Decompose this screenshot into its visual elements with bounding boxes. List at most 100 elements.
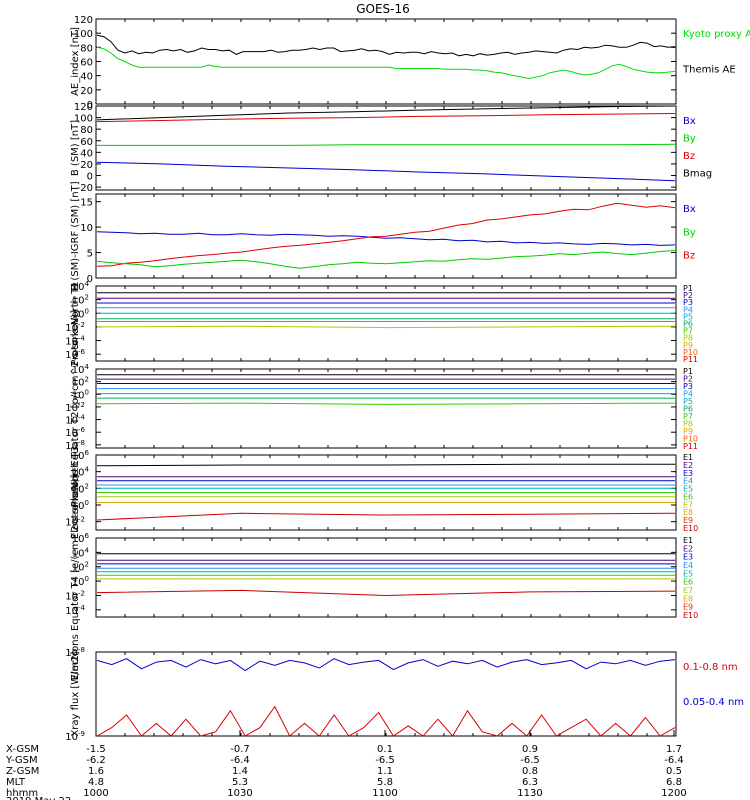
y-tick-label: 120 xyxy=(74,15,93,26)
plot-title: GOES-16 xyxy=(356,2,410,16)
series-line-bx xyxy=(96,231,676,246)
ephemeris-value: 0.5 xyxy=(666,766,682,777)
legend-label: E4 xyxy=(683,477,693,486)
series-line-by xyxy=(97,143,676,146)
series-line-bz xyxy=(96,202,676,267)
legend-label: Kyoto proxy AE xyxy=(683,29,750,40)
ephemeris-value: -6.2 xyxy=(86,755,106,766)
y-tick-label: 20 xyxy=(80,86,93,97)
legend-label: E9 xyxy=(683,603,693,612)
legend-label: P6 xyxy=(683,405,693,414)
legend-label: Bx xyxy=(683,204,696,215)
ephemeris-value: 5.3 xyxy=(232,777,248,788)
legend-label: Bx xyxy=(683,116,696,127)
series-line-by xyxy=(96,250,676,269)
ephemeris-value: 1030 xyxy=(227,788,252,799)
legend-label: E1 xyxy=(683,453,693,462)
ephemeris-value: 1.1 xyxy=(377,766,393,777)
y-tick-label: 120 xyxy=(74,102,93,113)
legend-label: E10 xyxy=(683,611,698,620)
series-line-kyoto-proxy-ae xyxy=(96,46,676,80)
legend-label: E7 xyxy=(683,586,693,595)
ephemeris-row-label: hhmm xyxy=(6,788,38,799)
legend-label: P7 xyxy=(683,327,693,336)
series-line-0-1-0-8-nm xyxy=(96,658,676,672)
ephemeris-row-label: Y-GSM xyxy=(5,755,38,766)
ephemeris-value: 1.7 xyxy=(666,744,682,755)
legend-label: P8 xyxy=(683,420,693,429)
legend-label: P9 xyxy=(683,427,693,436)
y-tick-label: 0 xyxy=(87,274,93,285)
y-tick-label: 0 xyxy=(87,100,93,111)
y-tick-label: 0 xyxy=(87,172,93,183)
legend-label: P4 xyxy=(683,390,693,399)
y-tick-label: 5 xyxy=(87,249,93,260)
ephemeris-value: 5.8 xyxy=(377,777,393,788)
legend-label: P1 xyxy=(683,284,693,293)
y-tick-label: 60 xyxy=(80,137,93,148)
panel-frame xyxy=(95,368,677,449)
y-axis-label: AE_index [nT] xyxy=(70,27,81,96)
date-label: 2019 May 22 xyxy=(6,796,71,800)
legend-label: E5 xyxy=(683,569,693,578)
legend-label: P3 xyxy=(683,298,693,307)
ephemeris-value: 6.3 xyxy=(522,777,538,788)
ephemeris-value: -6.5 xyxy=(375,755,395,766)
y-axis-label: B (SM)-IGRF (SM) [nT] xyxy=(70,181,81,290)
ephemeris-value: 1130 xyxy=(517,788,542,799)
y-axis-label: Protons Equator T2 [p/(cm^2-s-sr-keV)] xyxy=(70,310,81,507)
y-tick-label: 20 xyxy=(80,160,93,171)
ephemeris-row-label: MLT xyxy=(6,777,26,788)
legend-label: Themis AE xyxy=(682,65,736,76)
y-axis-label: Xray flux [W/m2] xyxy=(70,651,81,736)
ephemeris-value: 6.8 xyxy=(666,777,682,788)
legend-label: E6 xyxy=(683,492,693,501)
series-line-bx xyxy=(96,161,676,182)
panel-frame xyxy=(95,537,677,618)
y-tick-label: -20 xyxy=(77,183,93,194)
series-line-e1 xyxy=(96,463,675,467)
legend-label: P10 xyxy=(683,348,698,357)
legend-label: 0.1-0.8 nm xyxy=(683,662,738,673)
y-tick-label: 80 xyxy=(80,125,93,136)
y-axis-label: Electrons Equator T4 [e/(cm^2-s-sr-keV)] xyxy=(70,475,81,681)
legend-label: P2 xyxy=(683,291,693,300)
ephemeris-value: -1.5 xyxy=(86,744,106,755)
legend-label: P7 xyxy=(683,412,693,421)
ephemeris-value: 1200 xyxy=(661,788,686,799)
legend-label: Bz xyxy=(683,151,695,162)
legend-label: E1 xyxy=(683,536,693,545)
legend-label: E10 xyxy=(683,524,698,533)
legend-label: E2 xyxy=(683,544,693,553)
legend-label: P6 xyxy=(683,320,693,329)
series-line-bz xyxy=(96,113,676,123)
ephemeris-row-label: X-GSM xyxy=(6,744,39,755)
legend-label: P5 xyxy=(683,397,693,406)
series-line-bmag xyxy=(96,105,676,121)
legend-label: P11 xyxy=(683,355,698,364)
y-tick-label: 15 xyxy=(80,198,93,209)
legend-label: P3 xyxy=(683,382,693,391)
ephemeris-value: 1000 xyxy=(83,788,108,799)
ephemeris-row-label: Z-GSM xyxy=(6,766,39,777)
legend-label: E3 xyxy=(683,469,693,478)
y-tick-label: 60 xyxy=(80,58,93,69)
ephemeris-value: 4.8 xyxy=(88,777,104,788)
legend-label: P2 xyxy=(683,375,693,384)
ephemeris-value: 1.4 xyxy=(232,766,248,777)
legend-label: By xyxy=(683,134,696,145)
legend-label: P9 xyxy=(683,341,693,350)
y-axis-label: Electrons North T3 xyxy=(70,446,81,539)
legend-label: P1 xyxy=(683,367,693,376)
legend-label: By xyxy=(683,227,696,238)
legend-label: P5 xyxy=(683,312,693,321)
y-tick-label: 100 xyxy=(74,114,93,125)
